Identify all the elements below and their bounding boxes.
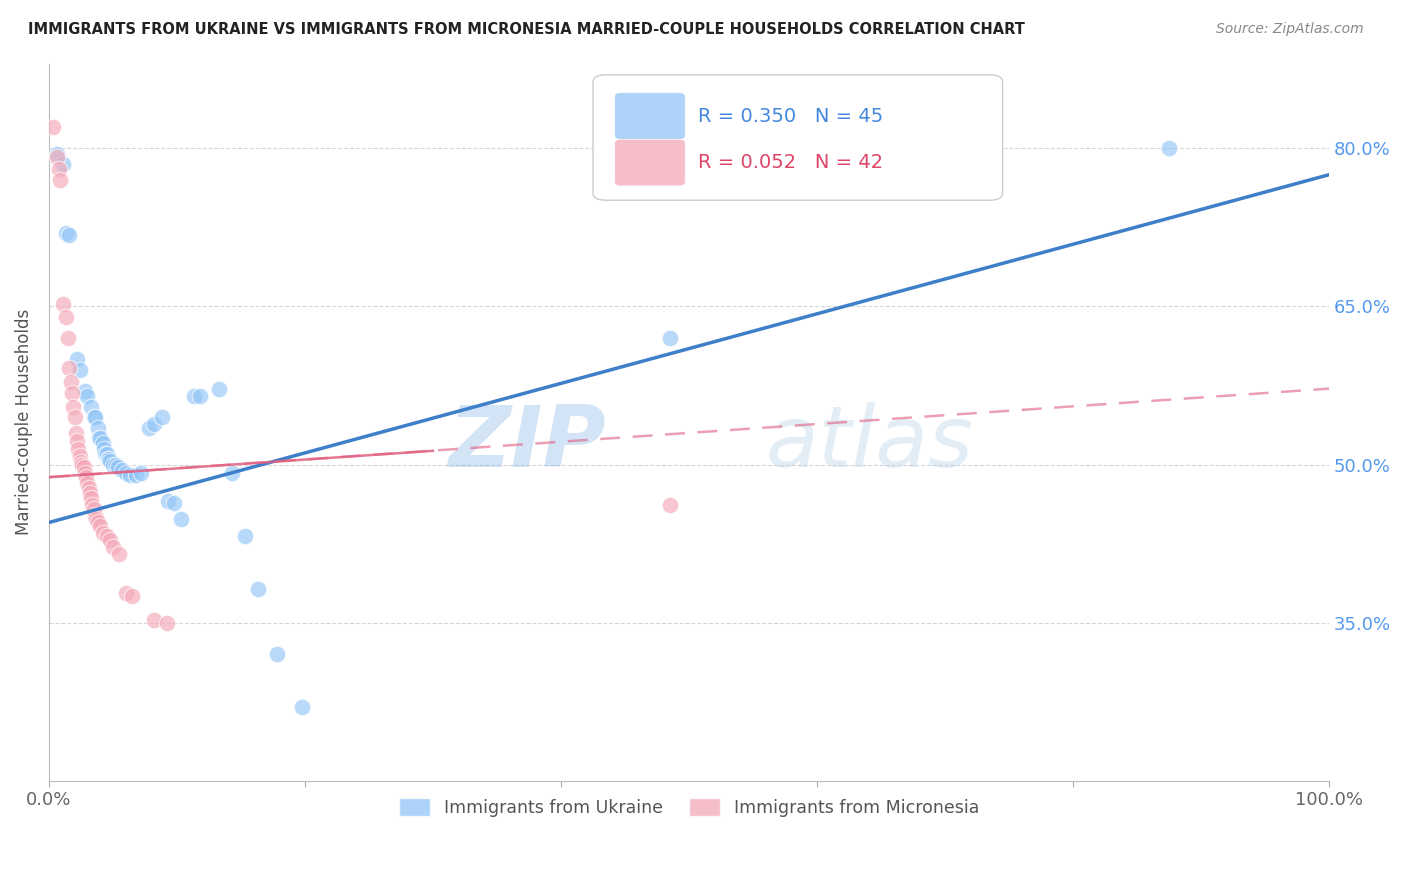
Point [104, 458, 127, 472]
Point [42, 120, 65, 135]
Point [107, 459, 129, 474]
Y-axis label: Married-couple Households: Married-couple Households [15, 310, 32, 535]
Point [1157, 141, 1180, 155]
Point [86, 516, 108, 530]
Point [114, 586, 136, 600]
Point [67, 442, 90, 456]
Point [84, 508, 107, 522]
Point [156, 494, 179, 508]
Point [76, 389, 98, 403]
Point [221, 466, 243, 480]
Point [266, 647, 288, 661]
Point [79, 486, 101, 500]
Point [72, 459, 94, 474]
Point [45, 146, 67, 161]
Point [246, 582, 269, 596]
Point [82, 498, 104, 512]
Text: Source: ZipAtlas.com: Source: ZipAtlas.com [1216, 22, 1364, 37]
Point [163, 496, 186, 510]
Point [138, 420, 160, 434]
Point [58, 227, 80, 242]
Point [66, 434, 89, 449]
Point [111, 463, 134, 477]
Point [97, 452, 120, 467]
Point [73, 384, 96, 398]
Point [101, 458, 124, 472]
Point [87, 431, 110, 445]
FancyBboxPatch shape [593, 75, 1002, 200]
Point [100, 533, 122, 548]
Point [84, 410, 107, 425]
Point [188, 389, 211, 403]
Point [80, 400, 103, 414]
Point [89, 431, 111, 445]
Text: ZIP: ZIP [449, 402, 606, 485]
Point [86, 420, 108, 434]
Point [233, 529, 256, 543]
Point [56, 331, 79, 345]
Text: IMMIGRANTS FROM UKRAINE VS IMMIGRANTS FROM MICRONESIA MARRIED-COUPLE HOUSEHOLDS : IMMIGRANTS FROM UKRAINE VS IMMIGRANTS FR… [28, 22, 1025, 37]
Point [55, 226, 77, 240]
Text: atlas: atlas [766, 402, 974, 485]
Point [291, 699, 314, 714]
Point [114, 466, 136, 480]
Point [142, 614, 165, 628]
Point [45, 150, 67, 164]
Point [60, 385, 83, 400]
FancyBboxPatch shape [614, 139, 685, 186]
Point [69, 449, 91, 463]
Point [98, 452, 121, 467]
Point [208, 382, 231, 396]
Point [121, 589, 143, 603]
Point [52, 157, 75, 171]
Point [69, 362, 91, 376]
Point [80, 491, 103, 506]
FancyBboxPatch shape [614, 93, 685, 139]
Point [125, 468, 148, 483]
Point [62, 400, 84, 414]
Point [91, 436, 114, 450]
Point [129, 466, 152, 480]
Point [70, 455, 93, 469]
Point [89, 518, 111, 533]
Point [49, 173, 72, 187]
Point [658, 498, 681, 512]
Point [142, 417, 165, 432]
Point [58, 360, 80, 375]
Point [65, 425, 87, 440]
Point [83, 410, 105, 425]
Point [94, 447, 117, 461]
Point [156, 615, 179, 630]
Point [73, 466, 96, 480]
Point [96, 447, 118, 461]
Point [658, 331, 681, 345]
Point [66, 352, 89, 367]
Point [59, 376, 82, 390]
Point [101, 540, 124, 554]
Point [91, 526, 114, 541]
Point [93, 442, 115, 456]
Point [72, 458, 94, 472]
Legend: Immigrants from Ukraine, Immigrants from Micronesia: Immigrants from Ukraine, Immigrants from… [389, 789, 988, 826]
Point [55, 310, 77, 324]
Point [100, 454, 122, 468]
Point [75, 470, 97, 484]
Point [118, 468, 141, 483]
Point [77, 481, 100, 495]
Point [52, 297, 75, 311]
Point [48, 162, 70, 177]
Point [76, 476, 98, 491]
Point [183, 389, 205, 403]
Point [86, 512, 108, 526]
Text: R = 0.052   N = 42: R = 0.052 N = 42 [697, 153, 883, 172]
Point [150, 410, 173, 425]
Point [108, 547, 131, 561]
Point [63, 410, 86, 425]
Point [96, 529, 118, 543]
Text: R = 0.350   N = 45: R = 0.350 N = 45 [697, 106, 883, 126]
Point [170, 512, 193, 526]
Point [83, 501, 105, 516]
